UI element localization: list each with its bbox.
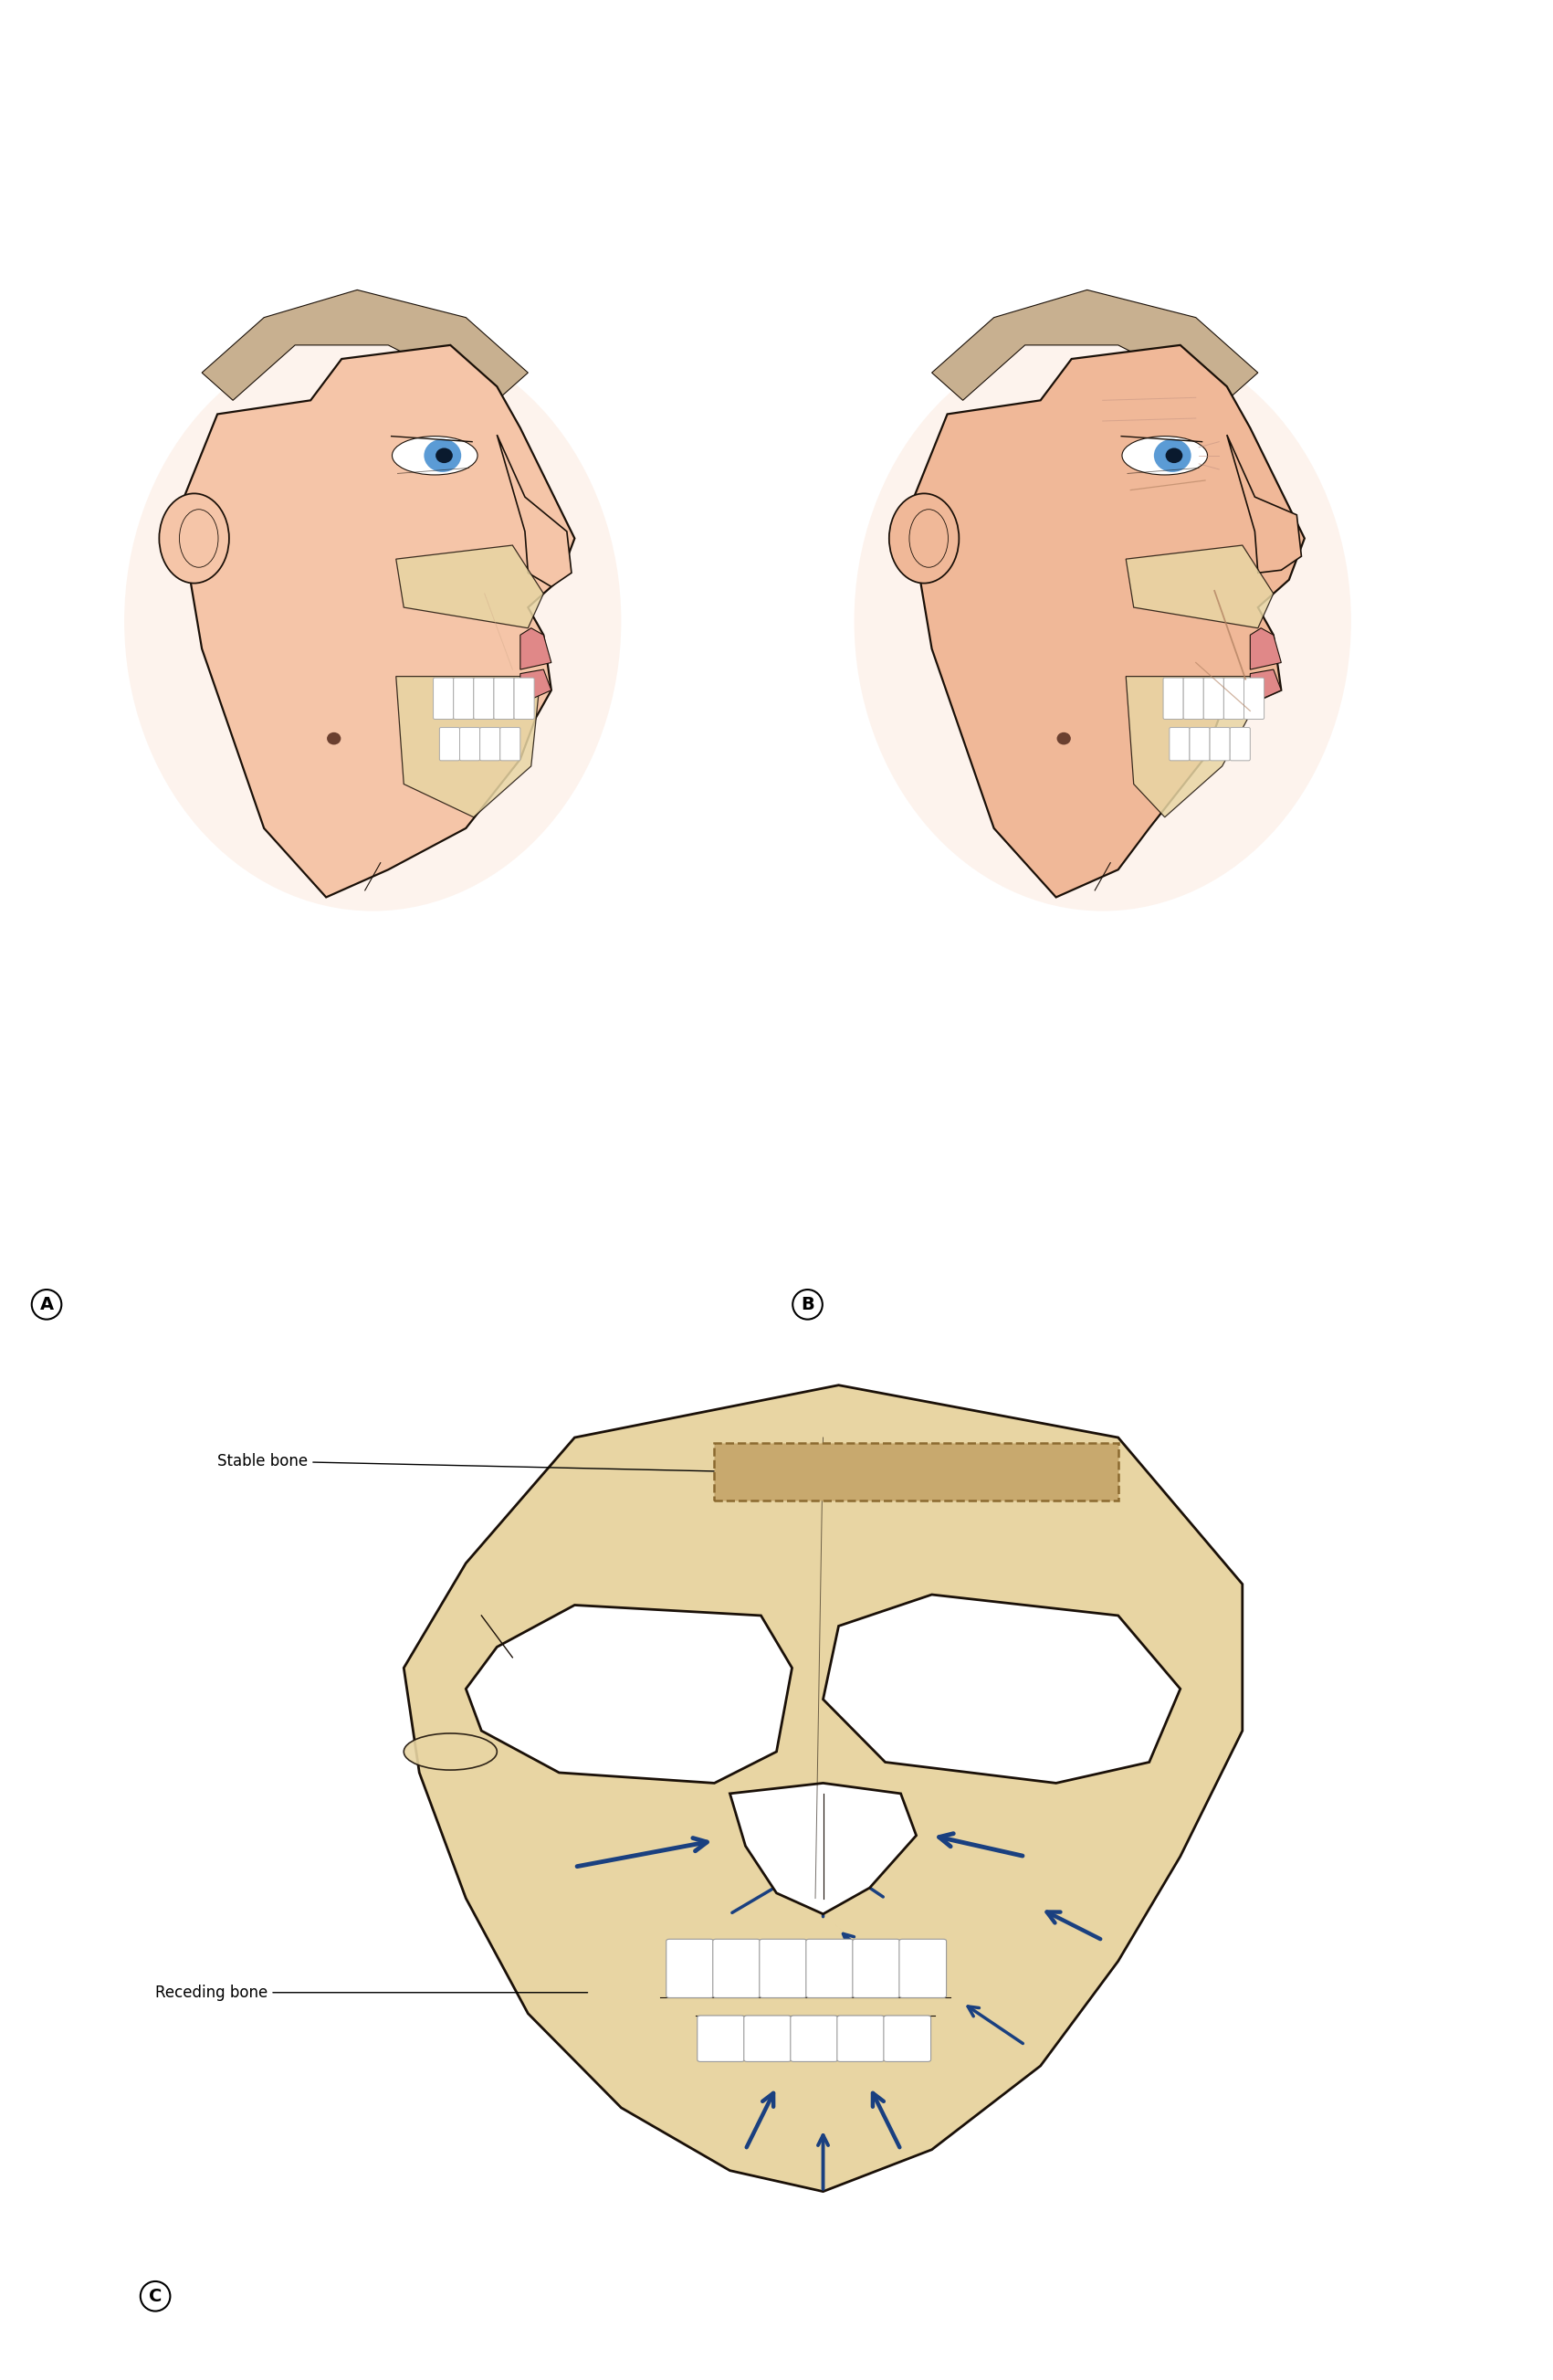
FancyBboxPatch shape [1204,678,1224,719]
Text: Receding bone: Receding bone [155,1985,587,2002]
Ellipse shape [854,331,1351,912]
Ellipse shape [404,1733,497,1771]
FancyBboxPatch shape [1190,728,1210,762]
Polygon shape [520,628,551,669]
FancyBboxPatch shape [1210,728,1230,762]
FancyBboxPatch shape [1230,728,1250,762]
Polygon shape [497,436,572,585]
FancyBboxPatch shape [759,1940,806,1997]
Polygon shape [823,1595,1180,1783]
Circle shape [1165,447,1182,464]
FancyBboxPatch shape [666,1940,713,1997]
Polygon shape [396,676,540,816]
Polygon shape [909,345,1305,897]
FancyBboxPatch shape [514,678,534,719]
Ellipse shape [391,436,477,476]
Polygon shape [396,545,544,628]
Polygon shape [1250,669,1281,704]
FancyBboxPatch shape [1224,678,1244,719]
Polygon shape [202,290,528,400]
Ellipse shape [888,493,958,583]
FancyBboxPatch shape [1163,678,1183,719]
Text: B: B [801,1295,814,1314]
FancyBboxPatch shape [500,728,520,762]
FancyBboxPatch shape [480,728,500,762]
Circle shape [1154,438,1191,471]
FancyBboxPatch shape [1244,678,1264,719]
Text: A: A [40,1295,53,1314]
FancyBboxPatch shape [453,678,474,719]
Polygon shape [466,1604,792,1783]
Circle shape [326,733,340,745]
FancyBboxPatch shape [1169,728,1190,762]
Polygon shape [179,345,575,897]
Polygon shape [520,669,551,704]
Polygon shape [404,1385,1242,2192]
FancyBboxPatch shape [899,1940,946,1997]
Circle shape [435,447,453,464]
FancyBboxPatch shape [744,2016,790,2061]
Ellipse shape [124,331,621,912]
Circle shape [424,438,461,471]
FancyBboxPatch shape [439,728,460,762]
Text: C: C [149,2287,162,2304]
FancyBboxPatch shape [713,1940,759,1997]
Polygon shape [1126,545,1273,628]
FancyBboxPatch shape [806,1940,853,1997]
Circle shape [1056,733,1072,745]
Polygon shape [1227,436,1301,574]
Polygon shape [730,1783,916,1914]
FancyBboxPatch shape [853,1940,899,1997]
FancyBboxPatch shape [837,2016,884,2061]
Polygon shape [1126,676,1270,816]
Ellipse shape [158,493,230,583]
FancyBboxPatch shape [494,678,514,719]
Polygon shape [932,290,1258,400]
Ellipse shape [1121,436,1208,476]
Polygon shape [1250,628,1281,669]
FancyBboxPatch shape [884,2016,930,2061]
FancyBboxPatch shape [714,1442,1118,1499]
FancyBboxPatch shape [790,2016,837,2061]
FancyBboxPatch shape [697,2016,744,2061]
FancyBboxPatch shape [474,678,494,719]
FancyBboxPatch shape [1183,678,1204,719]
FancyBboxPatch shape [433,678,453,719]
FancyBboxPatch shape [460,728,480,762]
Text: Stable bone: Stable bone [217,1452,727,1471]
